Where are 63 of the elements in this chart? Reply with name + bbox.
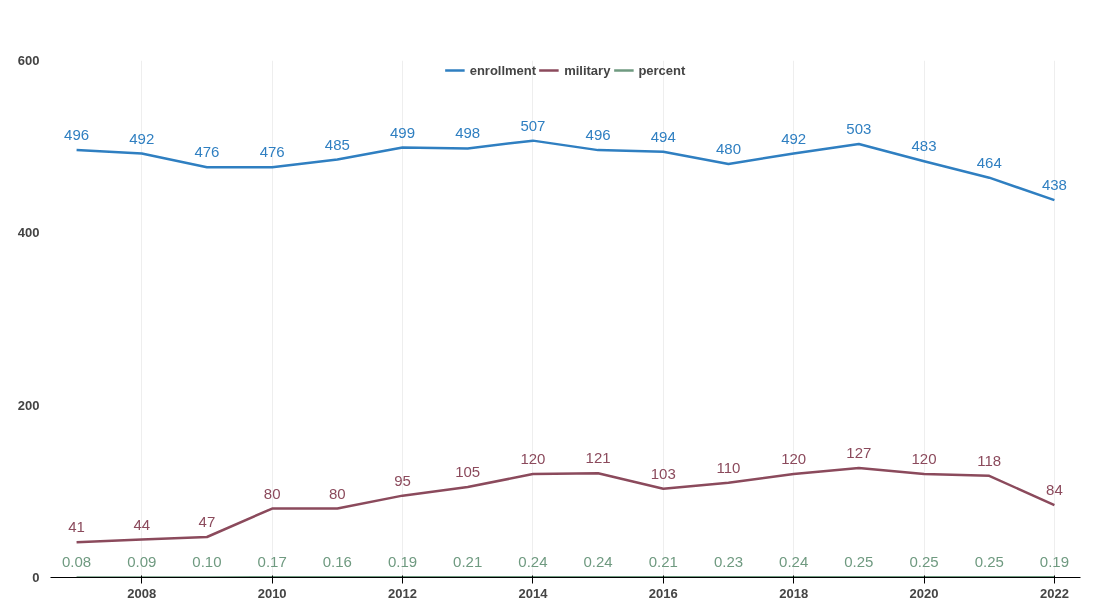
data-label: 120 (781, 450, 807, 468)
data-label: 499 (390, 123, 416, 141)
data-label: 80 (328, 484, 346, 502)
data-label: 483 (911, 137, 937, 155)
data-label: 476 (194, 143, 220, 161)
data-label: 0.21 (648, 553, 678, 571)
legend-label: military (564, 62, 611, 78)
x-tick-label: 2016 (648, 585, 678, 601)
data-label: 121 (585, 449, 611, 467)
data-label: 41 (68, 518, 85, 536)
data-label: 0.16 (322, 553, 352, 571)
data-label: 503 (846, 120, 872, 138)
data-label: 0.23 (713, 553, 744, 571)
y-tick-label: 600 (17, 53, 40, 68)
x-tick-label: 2008 (127, 585, 157, 601)
data-label: 492 (129, 129, 155, 147)
x-tick-label: 2022 (1039, 585, 1069, 601)
data-label: 0.24 (518, 553, 548, 571)
data-label: 95 (394, 471, 411, 489)
y-tick-label: 200 (17, 397, 40, 413)
data-label: 480 (715, 139, 741, 157)
data-label: 496 (585, 126, 611, 144)
data-label: 80 (263, 484, 281, 502)
legend-label: enrollment (469, 62, 537, 78)
x-tick-label: 2018 (779, 585, 809, 601)
data-label: 494 (650, 127, 676, 145)
x-tick-label: 2014 (518, 585, 549, 601)
data-label: 103 (650, 464, 676, 482)
data-label: 105 (455, 463, 481, 481)
data-label: 0.19 (1039, 553, 1070, 571)
x-tick-label: 2020 (909, 585, 939, 601)
data-label: 492 (781, 129, 807, 147)
data-label: 0.24 (583, 553, 613, 571)
data-label: 476 (259, 143, 285, 161)
data-label: 0.25 (974, 553, 1004, 571)
legend-label: percent (638, 62, 686, 78)
data-label: 0.21 (453, 553, 483, 571)
data-label: 498 (455, 124, 481, 142)
data-label: 0.19 (387, 553, 418, 571)
data-label: 464 (976, 153, 1002, 171)
data-label: 110 (716, 458, 741, 476)
data-label: 118 (977, 451, 1002, 469)
data-label: 507 (520, 116, 546, 134)
data-label: 127 (846, 444, 872, 462)
y-tick-label: 400 (17, 225, 40, 241)
y-tick-label: 0 (32, 570, 40, 585)
x-tick-label: 2012 (388, 585, 417, 601)
data-label: 0.24 (779, 553, 809, 571)
data-label: 0.25 (844, 553, 874, 571)
data-label: 47 (198, 513, 216, 530)
data-label: 0.17 (257, 553, 287, 571)
x-tick-label: 2010 (257, 585, 287, 601)
data-label: 0.08 (61, 553, 92, 571)
data-label: 120 (520, 450, 546, 468)
data-label: 438 (1041, 176, 1067, 194)
data-label: 84 (1046, 481, 1063, 499)
data-label: 120 (911, 450, 937, 468)
data-label: 44 (133, 515, 151, 533)
data-label: 496 (64, 126, 90, 144)
data-label: 0.10 (192, 553, 222, 571)
data-label: 485 (324, 135, 350, 153)
data-label: 0.09 (127, 553, 157, 571)
data-label: 0.25 (909, 553, 939, 571)
